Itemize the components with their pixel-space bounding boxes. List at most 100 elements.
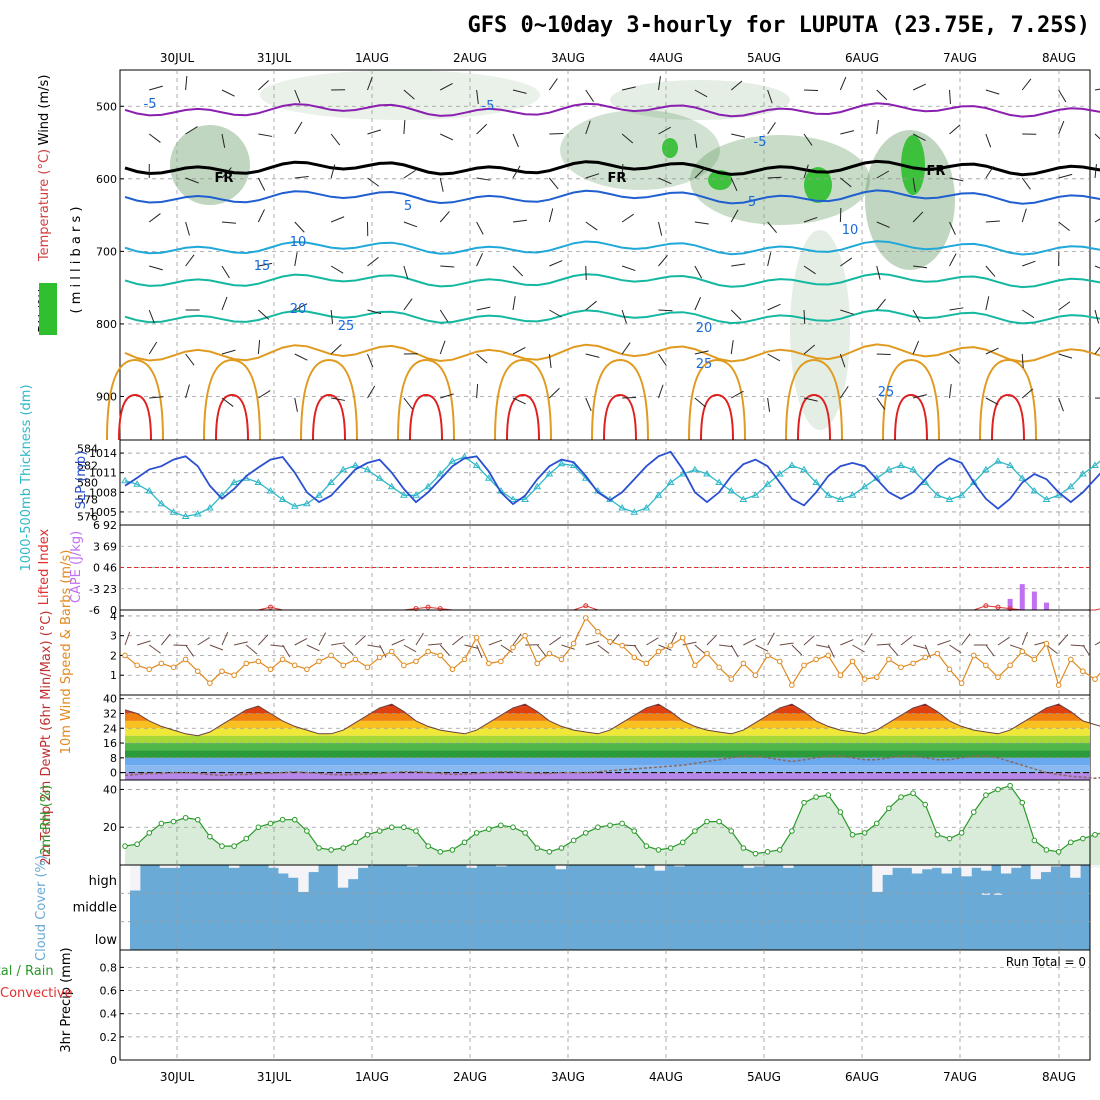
surface-wind-barb xyxy=(148,644,161,654)
wind-speed-point xyxy=(752,672,759,679)
wind-barb xyxy=(330,216,345,223)
wind-barb xyxy=(658,126,671,135)
wind-speed-point xyxy=(873,674,880,681)
wind-barb xyxy=(476,306,491,311)
high-cloud-bar xyxy=(1090,865,1100,868)
y-tick-label: 0.2 xyxy=(100,1031,118,1044)
surface-wind-barb xyxy=(1021,631,1028,646)
wind-speed-point xyxy=(388,648,395,655)
wind-barb xyxy=(440,265,455,268)
date-label-top: 3AUG xyxy=(551,51,585,65)
wind-barb xyxy=(367,76,373,91)
cloud-axis-label: Cloud Cover (%) xyxy=(34,855,49,961)
thickness-point xyxy=(1091,461,1099,468)
surface-wind-barb xyxy=(1009,644,1024,651)
wind-barb xyxy=(622,86,636,91)
wind-barb xyxy=(621,309,627,324)
y-tick-label: 0 xyxy=(110,1054,117,1067)
rh-point xyxy=(922,801,929,808)
date-label-top: 31JUL xyxy=(257,51,292,65)
thickness-point xyxy=(218,491,226,498)
date-label-top: 4AUG xyxy=(649,51,683,65)
wind-speed-point xyxy=(983,662,989,669)
wind-barb xyxy=(694,265,703,279)
middle-cloud-bar xyxy=(994,893,1002,895)
thickness-point xyxy=(315,491,323,498)
wind-barb xyxy=(548,353,552,368)
rh-point xyxy=(898,794,904,800)
y-tick-label: 1005 xyxy=(89,506,117,519)
surface-wind-barb xyxy=(852,644,865,653)
wind-speed-point xyxy=(425,648,431,655)
wind-speed-point xyxy=(340,662,347,669)
wind-barb xyxy=(949,177,964,182)
high-cloud-bar xyxy=(981,865,992,871)
wind-barb xyxy=(658,254,668,267)
y-tick-label: 800 xyxy=(96,318,117,331)
surface-wind-barb xyxy=(439,644,450,656)
rh-point xyxy=(388,824,395,831)
rh-point xyxy=(1019,799,1026,806)
cape-bar xyxy=(1044,602,1049,610)
surface-wind-barb xyxy=(234,641,248,646)
thickness-point xyxy=(727,487,736,494)
wind-barb xyxy=(403,397,413,410)
rh-point xyxy=(570,837,577,844)
temp-band xyxy=(125,706,1090,714)
wind-speed-point xyxy=(279,656,286,663)
wind-barb xyxy=(803,344,816,355)
high-cloud-bar xyxy=(130,865,141,891)
wind-barb xyxy=(912,177,916,192)
wind-barb xyxy=(730,177,738,191)
rh-point xyxy=(546,848,553,855)
cape-bar xyxy=(1019,584,1025,610)
rh-point xyxy=(1092,831,1098,838)
thickness-point xyxy=(399,491,408,498)
thickness-point xyxy=(157,499,166,507)
wind-speed-point xyxy=(364,664,371,671)
wind-barb xyxy=(1058,221,1070,232)
rh-point xyxy=(789,828,795,834)
wind-barb xyxy=(876,221,890,228)
wind-speed-point xyxy=(716,664,722,671)
wind-barb xyxy=(803,265,816,275)
wind-barb xyxy=(221,265,230,279)
surface-wind-barb xyxy=(1082,644,1091,658)
wind-barb xyxy=(840,257,853,267)
date-label-bottom: 8AUG xyxy=(1042,1070,1076,1084)
cape-tick-label: 92 xyxy=(103,519,117,532)
convective-label: Convective xyxy=(0,986,73,1001)
thickness-point xyxy=(484,474,493,481)
date-label-bottom: 4AUG xyxy=(649,1070,683,1084)
y-tick-label: 0.4 xyxy=(100,1008,118,1021)
thickness-point xyxy=(654,491,663,498)
rh-shade xyxy=(610,80,790,120)
freezing-level-label: FR xyxy=(927,164,946,179)
thickness-point xyxy=(703,470,711,477)
wind-speed-point xyxy=(219,668,225,675)
cape-tick-label: 23 xyxy=(103,583,117,596)
rh-point xyxy=(437,848,444,855)
y-tick-label: 8 xyxy=(110,752,117,765)
date-label-bottom: 7AUG xyxy=(943,1070,977,1084)
wind-speed-point xyxy=(886,656,892,663)
wind-barb xyxy=(913,265,928,269)
thickness-point xyxy=(145,487,154,494)
wind-barb xyxy=(1094,309,1100,324)
thickness-point xyxy=(509,495,517,502)
thickness-point xyxy=(205,504,214,511)
thickness-tick-label: 582 xyxy=(77,460,98,473)
surface-wind-barb xyxy=(755,644,769,652)
wind-barb xyxy=(294,397,298,412)
wind-barb xyxy=(258,262,273,267)
wind-barb xyxy=(1058,397,1064,412)
cloud-level-label: low xyxy=(95,933,118,948)
wind-barb xyxy=(1021,388,1034,399)
wind-barb xyxy=(258,133,273,137)
surface-wind-barb xyxy=(646,637,659,646)
surface-wind-barb xyxy=(549,636,562,646)
y-tick-label: 1 xyxy=(110,669,117,682)
date-label-bottom: 6AUG xyxy=(845,1070,879,1084)
wind-barb xyxy=(476,383,479,399)
surface-wind-barb xyxy=(452,635,464,646)
